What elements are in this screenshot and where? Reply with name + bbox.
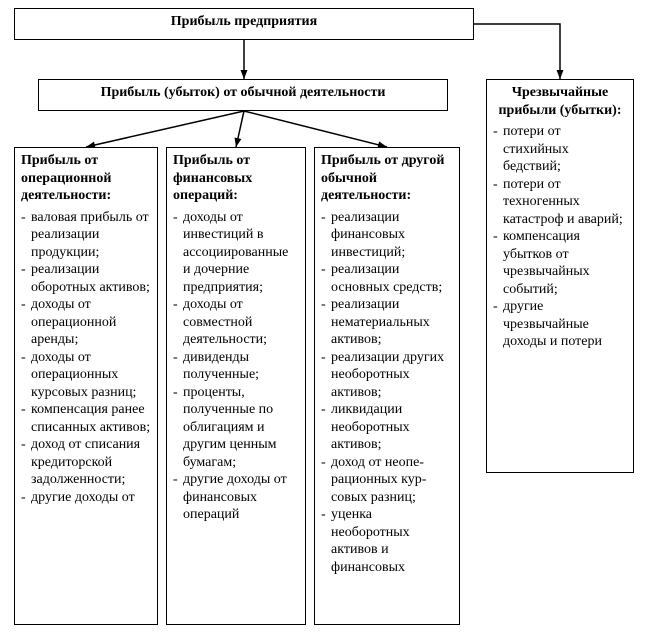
list-item: - доход от списания кредиторской задолже…	[21, 436, 151, 489]
node-financial-title: Прибыль от финансовых операций:	[173, 152, 299, 205]
bullet-dash: -	[173, 349, 183, 384]
list-item: - доходы от операционной аренды;	[21, 296, 151, 349]
node-root: Прибыль предприятия	[14, 8, 474, 40]
list-item: - реализации других необоротных активов;	[321, 349, 453, 402]
list-item: - реализации финансовых инвестиций;	[321, 209, 453, 262]
list-item: - уценка необоротных активов и финансовы…	[321, 506, 453, 576]
node-other-ordinary-title: Прибыль от другой обычной деятельности:	[321, 152, 453, 205]
node-other-ordinary: Прибыль от другой обычной деятельности: …	[314, 147, 460, 625]
diagram-canvas: Прибыль предприятия Прибыль (убыток) от …	[8, 8, 640, 626]
list-item-text: компенсация ранее списанных активов;	[31, 401, 151, 436]
list-item: - другие доходы от	[21, 489, 151, 507]
list-item: - компенсация убытков от чрезвычайных со…	[493, 228, 627, 298]
node-extraordinary-title: Чрезвычайные прибыли (убытки):	[493, 84, 627, 119]
list-item: - доходы от совместной деятельности;	[173, 296, 299, 349]
bullet-dash: -	[21, 349, 31, 402]
list-item: - доход от неопе-рационных кур-совых раз…	[321, 454, 453, 507]
list-item: - доходы от инвестиций в ассоциированные…	[173, 209, 299, 297]
list-item: - ликвидации необоротных активов;	[321, 401, 453, 454]
list-item: - потери от техногенных катастроф и авар…	[493, 176, 627, 229]
node-operational-title: Прибыль от операционной деятельности:	[21, 152, 151, 205]
list-item-text: потери от техногенных катастроф и аварий…	[503, 176, 627, 229]
node-extraordinary: Чрезвычайные прибыли (убытки): - потери …	[486, 79, 634, 473]
bullet-dash: -	[321, 296, 331, 349]
list-item-text: реализации финансовых инвестиций;	[331, 209, 453, 262]
list-item-text: реализации основных средств;	[331, 261, 453, 296]
bullet-dash: -	[493, 228, 503, 298]
list-item: - реализации основных средств;	[321, 261, 453, 296]
list-item: - доходы от операционных курсовых разниц…	[21, 349, 151, 402]
bullet-dash: -	[173, 209, 183, 297]
list-item-text: уценка необоротных активов и финансовых	[331, 506, 453, 576]
node-financial-items: - доходы от инвестиций в ассоциированные…	[173, 209, 299, 524]
list-item-text: доход от неопе-рационных кур-совых разни…	[331, 454, 453, 507]
list-item-text: реализации оборотных активов;	[31, 261, 151, 296]
bullet-dash: -	[321, 261, 331, 296]
node-operational: Прибыль от операционной деятельности: - …	[14, 147, 158, 625]
list-item-text: доходы от совместной деятельности;	[183, 296, 299, 349]
bullet-dash: -	[21, 436, 31, 489]
list-item: - другие чрезвычайные доходы и потери	[493, 298, 627, 351]
bullet-dash: -	[21, 209, 31, 262]
bullet-dash: -	[493, 123, 503, 176]
list-item-text: другие чрезвычайные доходы и потери	[503, 298, 627, 351]
bullet-dash: -	[21, 261, 31, 296]
list-item: - другие доходы от финансовых операций	[173, 471, 299, 524]
bullet-dash: -	[321, 401, 331, 454]
bullet-dash: -	[173, 384, 183, 472]
node-financial: Прибыль от финансовых операций: - доходы…	[166, 147, 306, 625]
bullet-dash: -	[321, 506, 331, 576]
bullet-dash: -	[321, 349, 331, 402]
list-item: - компенсация ранее списанных активов;	[21, 401, 151, 436]
bullet-dash: -	[173, 471, 183, 524]
bullet-dash: -	[321, 454, 331, 507]
list-item-text: валовая прибыль от реализации продукции;	[31, 209, 151, 262]
list-item: - валовая прибыль от реализации продукци…	[21, 209, 151, 262]
bullet-dash: -	[21, 401, 31, 436]
node-ordinary: Прибыль (убыток) от обычной деятельности	[38, 79, 448, 111]
node-root-title: Прибыль предприятия	[21, 13, 467, 31]
list-item-text: ликвидации необоротных активов;	[331, 401, 453, 454]
bullet-dash: -	[493, 176, 503, 229]
node-extraordinary-items: - потери от стихийных бедствий;- потери …	[493, 123, 627, 351]
list-item-text: доходы от операционных курсовых разниц;	[31, 349, 151, 402]
list-item-text: доход от списания кредиторской задолженн…	[31, 436, 151, 489]
list-item-text: реализации нематериальных активов;	[331, 296, 453, 349]
list-item-text: реализации других необоротных активов;	[331, 349, 453, 402]
list-item-text: другие доходы от финансовых операций	[183, 471, 299, 524]
list-item: - реализации нематериальных активов;	[321, 296, 453, 349]
bullet-dash: -	[173, 296, 183, 349]
list-item: - потери от стихийных бедствий;	[493, 123, 627, 176]
list-item-text: другие доходы от	[31, 489, 151, 507]
list-item: - дивиденды полученные;	[173, 349, 299, 384]
bullet-dash: -	[21, 489, 31, 507]
list-item-text: доходы от операционной аренды;	[31, 296, 151, 349]
bullet-dash: -	[321, 209, 331, 262]
list-item-text: проценты, полученные по облигациям и дру…	[183, 384, 299, 472]
node-other-ordinary-items: - реализации финансовых инвестиций;- реа…	[321, 209, 453, 577]
list-item: - реализации оборотных активов;	[21, 261, 151, 296]
list-item-text: доходы от инвестиций в ассоциированные и…	[183, 209, 299, 297]
list-item-text: дивиденды полученные;	[183, 349, 299, 384]
list-item-text: потери от стихийных бедствий;	[503, 123, 627, 176]
node-ordinary-title: Прибыль (убыток) от обычной деятельности	[45, 84, 441, 102]
bullet-dash: -	[493, 298, 503, 351]
node-operational-items: - валовая прибыль от реализации продукци…	[21, 209, 151, 507]
list-item: - проценты, полученные по облигациям и д…	[173, 384, 299, 472]
list-item-text: компенсация убытков от чрезвычайных собы…	[503, 228, 627, 298]
bullet-dash: -	[21, 296, 31, 349]
